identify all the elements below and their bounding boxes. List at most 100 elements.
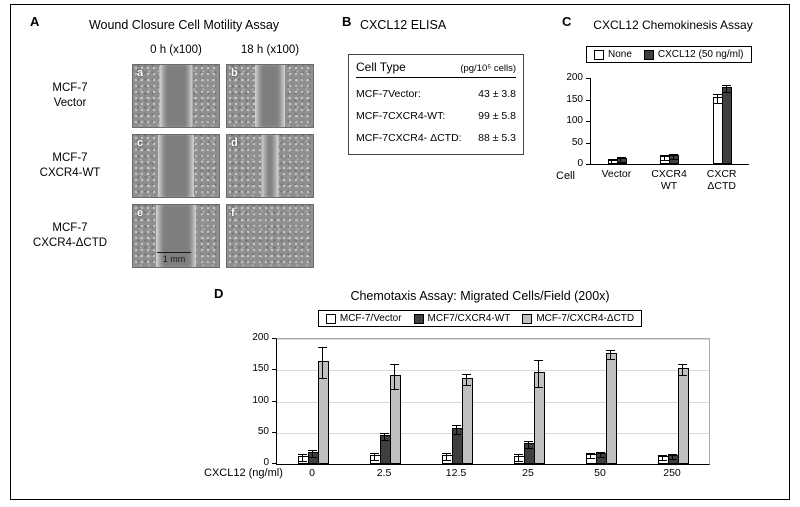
error-bar-line [465, 375, 467, 385]
y-tick-label: 0 [263, 457, 269, 468]
error-bar-line [455, 426, 457, 434]
x-tick-label: 25 [522, 467, 534, 479]
micrograph-e: e 1 mm [132, 204, 220, 268]
micrograph-a: a [132, 64, 220, 128]
y-tick-label: 200 [566, 72, 583, 83]
panel-c-chart: 0 50 100 150 200 Vector CXCR4 WT CXCR ΔCTD Cell [556, 72, 784, 198]
micrograph-c: c [132, 134, 220, 198]
bar-groups [591, 78, 749, 165]
elisa-cell-type: MCF-7Vector: [356, 88, 421, 100]
column-header-spacer [14, 44, 126, 56]
bar [605, 350, 617, 464]
micrograph-row: MCF-7 CXCR4-WT c d [14, 134, 314, 198]
micrograph-letter: a [137, 67, 144, 79]
error-bar-line [527, 442, 529, 448]
elisa-row: MCF-7Vector: 43 ± 3.8 [356, 88, 516, 100]
panel-a-label: A [30, 14, 40, 29]
legend-item: MCF-7/CXCR4-ΔCTD [522, 313, 634, 324]
micrograph-letter: b [231, 67, 238, 79]
panel-d: D Chemotaxis Assay: Migrated Cells/Field… [190, 284, 780, 496]
error-bar [596, 452, 605, 458]
error-bar-line [611, 160, 613, 164]
bar-group [585, 350, 617, 464]
error-bar-line [537, 361, 539, 387]
error-bar [668, 454, 677, 460]
micrograph-b: b [226, 64, 314, 128]
y-tick-mark [272, 431, 276, 433]
error-bar [308, 450, 317, 458]
bar-group [660, 154, 680, 164]
panel-c-legend: None CXCL12 (50 ng/ml) [586, 46, 752, 63]
legend-label: MCF-7/CXCR4-ΔCTD [536, 313, 635, 324]
error-bar-line [609, 351, 611, 359]
legend-label: MCF-7/Vector [339, 313, 402, 324]
error-bar-line [445, 454, 447, 460]
error-bar-line [661, 456, 663, 460]
gridline [277, 339, 709, 340]
y-tick-label: 0 [577, 158, 583, 169]
error-bar [318, 347, 327, 379]
gridline [277, 370, 709, 372]
y-tick-label: 100 [252, 394, 269, 406]
micrograph-grid: MCF-7 Vector a b MCF-7 CXCR4-WT c d MCF-7 CXCR… [14, 64, 314, 268]
legend-label: CXCL12 (50 ng/ml) [657, 49, 744, 60]
x-tick-label: CXCR4 WT [651, 168, 687, 193]
elisa-table-rows: MCF-7Vector: 43 ± 3.8 MCF-7CXCR4-WT: 99 ± 5… [356, 88, 516, 144]
error-bar-line [725, 86, 727, 92]
elisa-header-cell-type: Cell Type [356, 60, 406, 74]
panel-d-label: D [214, 286, 224, 301]
legend-swatch [594, 49, 604, 60]
micrograph-letter: f [231, 207, 235, 219]
elisa-table-header: Cell Type (pg/10⁵ cells) [356, 59, 516, 78]
elisa-table: Cell Type (pg/10⁵ cells) MCF-7Vector: 43 … [348, 54, 524, 155]
error-bar [524, 441, 533, 449]
y-tick-label: 50 [257, 425, 269, 437]
x-tick-label: 12.5 [445, 467, 467, 479]
y-tick-mark [272, 400, 276, 402]
micrograph-f: f [226, 204, 314, 268]
bar [533, 360, 545, 464]
bar-group [607, 157, 627, 165]
error-bar-line [716, 95, 718, 103]
elisa-row: MCF-7CXCR4-WT: 99 ± 5.8 [356, 110, 516, 122]
panel-b: B CXCL12 ELISA Cell Type (pg/10⁵ cells) … [332, 8, 540, 188]
error-bar [713, 94, 723, 104]
elisa-cell-type: MCF-7CXCR4-WT: [356, 110, 446, 122]
error-bar [606, 350, 615, 360]
bar-groups [277, 339, 709, 464]
y-tick-label: 100 [566, 115, 583, 126]
column-header-18h: 18 h (x100) [240, 44, 300, 56]
x-tick-label: 2.5 [376, 467, 392, 479]
panel-a-column-headers: 0 h (x100) 18 h (x100) [14, 44, 314, 56]
bar-group [369, 364, 401, 464]
bar [677, 364, 689, 464]
error-bar [380, 433, 389, 441]
error-bar-line [671, 455, 673, 459]
error-bar [660, 155, 670, 161]
micrograph-letter: d [231, 137, 238, 149]
error-bar [534, 360, 543, 388]
legend-swatch [643, 49, 654, 60]
y-tick-mark [272, 338, 276, 339]
error-bar [658, 455, 667, 461]
legend-label: MCF7/CXCR4-WT [427, 313, 511, 324]
panel-d-title: Chemotaxis Assay: Migrated Cells/Field (… [350, 289, 610, 303]
elisa-header-units: (pg/10⁵ cells) [460, 63, 516, 74]
x-tick-label: Vector [601, 168, 632, 180]
scale-bar-line [157, 252, 191, 253]
column-header-0h: 0 h (x100) [150, 44, 202, 56]
y-tick-mark [586, 164, 590, 165]
panel-b-label: B [342, 14, 352, 29]
panel-d-legend: MCF-7/Vector MCF7/CXCR4-WT MCF-7/CXCR4-ΔCT… [317, 310, 643, 327]
plot-area [590, 78, 749, 165]
error-bar [607, 159, 617, 165]
error-bar [514, 454, 523, 462]
error-bar [722, 85, 732, 93]
micrograph-letter: e [137, 207, 144, 219]
panel-d-legend-wrap: MCF-7/Vector MCF7/CXCR4-WT MCF-7/CXCR4-ΔCT… [230, 310, 730, 329]
error-bar [442, 453, 451, 461]
scale-bar: 1 mm [157, 252, 191, 264]
error-bar [669, 154, 679, 160]
panel-c-title: CXCL12 Chemokinesis Assay [593, 18, 753, 32]
